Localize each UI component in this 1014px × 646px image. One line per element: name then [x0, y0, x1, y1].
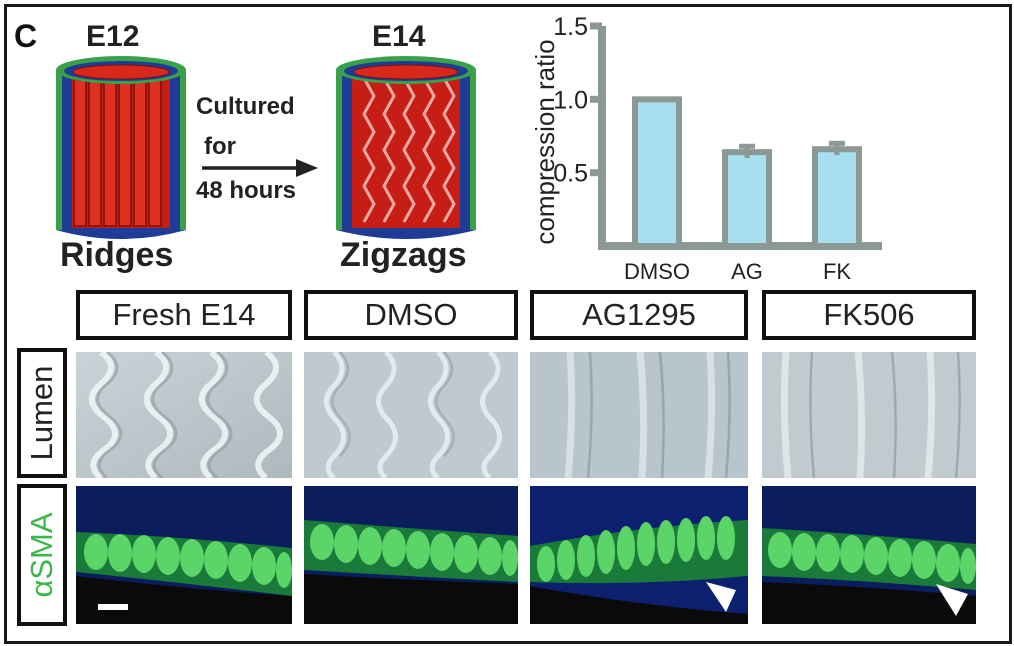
bars-group: DMSO AG FK — [624, 96, 862, 280]
lumen-image-fk506 — [762, 352, 976, 478]
condition-label-fresh-e14: Fresh E14 — [76, 290, 292, 340]
y-tick-label: 1.0 — [553, 86, 588, 114]
x-tick-label: FK — [823, 259, 851, 280]
panel-letter: C — [14, 18, 38, 54]
asma-image-dmso — [304, 486, 518, 624]
lumen-image-dmso — [304, 352, 518, 478]
arrowhead-marker — [706, 582, 736, 612]
culture-arrow — [202, 159, 318, 177]
row-label-asma: αSMA — [24, 512, 59, 598]
condition-label-ag1295: AG1295 — [530, 290, 748, 340]
asma-image-fresh-e14 — [76, 486, 292, 624]
lumen-image-ag1295 — [530, 352, 748, 478]
x-tick-label: AG — [731, 259, 763, 280]
bar-dmso — [632, 96, 682, 250]
y-tick-label: 1.5 — [553, 13, 588, 41]
y-axis-label: compression ratio — [530, 39, 560, 244]
culture-text-line-1: Cultured — [196, 93, 295, 120]
condition-label-fk506: FK506 — [762, 290, 976, 340]
scale-bar — [98, 604, 128, 610]
asma-image-fk506 — [762, 486, 976, 624]
row-label-lumen: Lumen — [24, 365, 59, 461]
x-tick-label: DMSO — [624, 259, 690, 280]
y-tick-label: 0.5 — [553, 160, 588, 188]
culture-text-line-3: 48 hours — [196, 177, 297, 204]
stage-label-e14: E14 — [372, 20, 426, 53]
row-label-lumen-box: Lumen — [17, 348, 67, 478]
asma-image-ag1295 — [530, 486, 748, 624]
condition-label-dmso: DMSO — [304, 290, 518, 340]
zigzags-cylinder-diagram — [336, 56, 476, 239]
ridges-cylinder-diagram — [56, 56, 186, 239]
compression-ratio-chart: compression ratio 0.5 1.0 1.5 DMSO AG FK — [530, 13, 882, 280]
stage-label-e12: E12 — [86, 20, 140, 53]
lumen-image-fresh-e14 — [76, 352, 292, 478]
row-label-asma-box: αSMA — [17, 484, 67, 626]
culture-text-line-2: for — [204, 133, 236, 160]
figure-frame — [4, 4, 1012, 644]
pattern-label-zigzags: Zigzags — [340, 236, 467, 274]
bar-ag — [722, 149, 772, 249]
bar-fk — [812, 146, 862, 249]
pattern-label-ridges: Ridges — [60, 236, 174, 274]
arrowhead-marker — [936, 584, 968, 616]
